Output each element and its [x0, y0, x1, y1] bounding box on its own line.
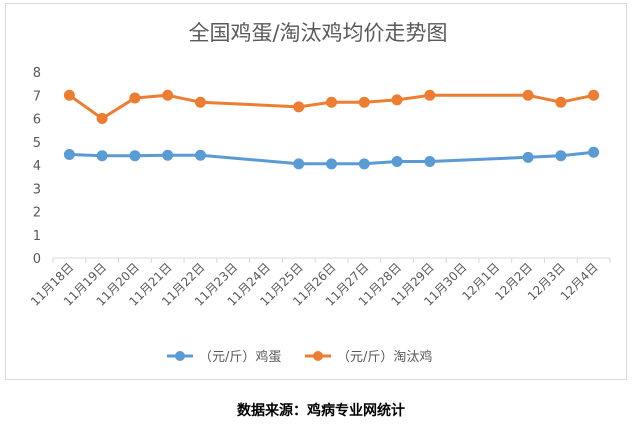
legend-label: （元/斤）鸡蛋 [199, 349, 281, 365]
data-point [424, 89, 436, 101]
data-point [358, 158, 370, 170]
data-point [96, 150, 108, 162]
y-tick-label: 3 [33, 182, 41, 197]
data-point [129, 92, 141, 104]
data-point [522, 151, 534, 163]
data-point [391, 94, 403, 106]
data-point [424, 156, 436, 168]
y-tick-label: 5 [33, 136, 41, 151]
series-layer [63, 89, 600, 170]
source-note: 数据来源：鸡病专业网统计 [237, 403, 405, 419]
data-point [162, 149, 174, 161]
data-point [293, 101, 305, 113]
chart-title: 全国鸡蛋/淘汰鸡均价走势图 [188, 21, 447, 45]
chart-frame [5, 3, 627, 380]
legend-marker [175, 351, 185, 361]
axes: 01234567811月18日11月19日11月20日11月21日11月22日1… [28, 66, 611, 309]
data-point [326, 158, 337, 170]
data-point [588, 89, 600, 101]
data-point [555, 150, 567, 162]
data-point [63, 149, 75, 161]
data-point [391, 156, 403, 168]
data-point [358, 96, 370, 108]
y-tick-label: 6 [33, 113, 41, 128]
data-point [293, 158, 305, 170]
legend: （元/斤）鸡蛋 （元/斤）淘汰鸡 [167, 349, 432, 365]
y-tick-label: 8 [33, 66, 41, 81]
data-point [326, 96, 337, 108]
legend-item: （元/斤）鸡蛋 [167, 349, 281, 365]
y-tick-label: 2 [33, 206, 41, 221]
legend-marker [313, 351, 323, 361]
y-tick-label: 4 [33, 159, 41, 174]
data-point [194, 96, 206, 108]
series-1 [63, 89, 600, 124]
y-tick-label: 7 [33, 89, 41, 104]
data-point [129, 150, 141, 162]
y-tick-label: 1 [33, 229, 41, 244]
series-0 [63, 146, 600, 170]
y-tick-label: 0 [33, 252, 41, 267]
data-point [555, 96, 567, 108]
legend-item: （元/斤）淘汰鸡 [305, 349, 432, 365]
data-point [588, 146, 600, 158]
data-point [162, 89, 174, 101]
data-point [522, 89, 534, 101]
data-point [63, 89, 75, 101]
data-point [194, 149, 206, 161]
legend-label: （元/斤）淘汰鸡 [337, 349, 432, 365]
data-point [96, 113, 108, 124]
